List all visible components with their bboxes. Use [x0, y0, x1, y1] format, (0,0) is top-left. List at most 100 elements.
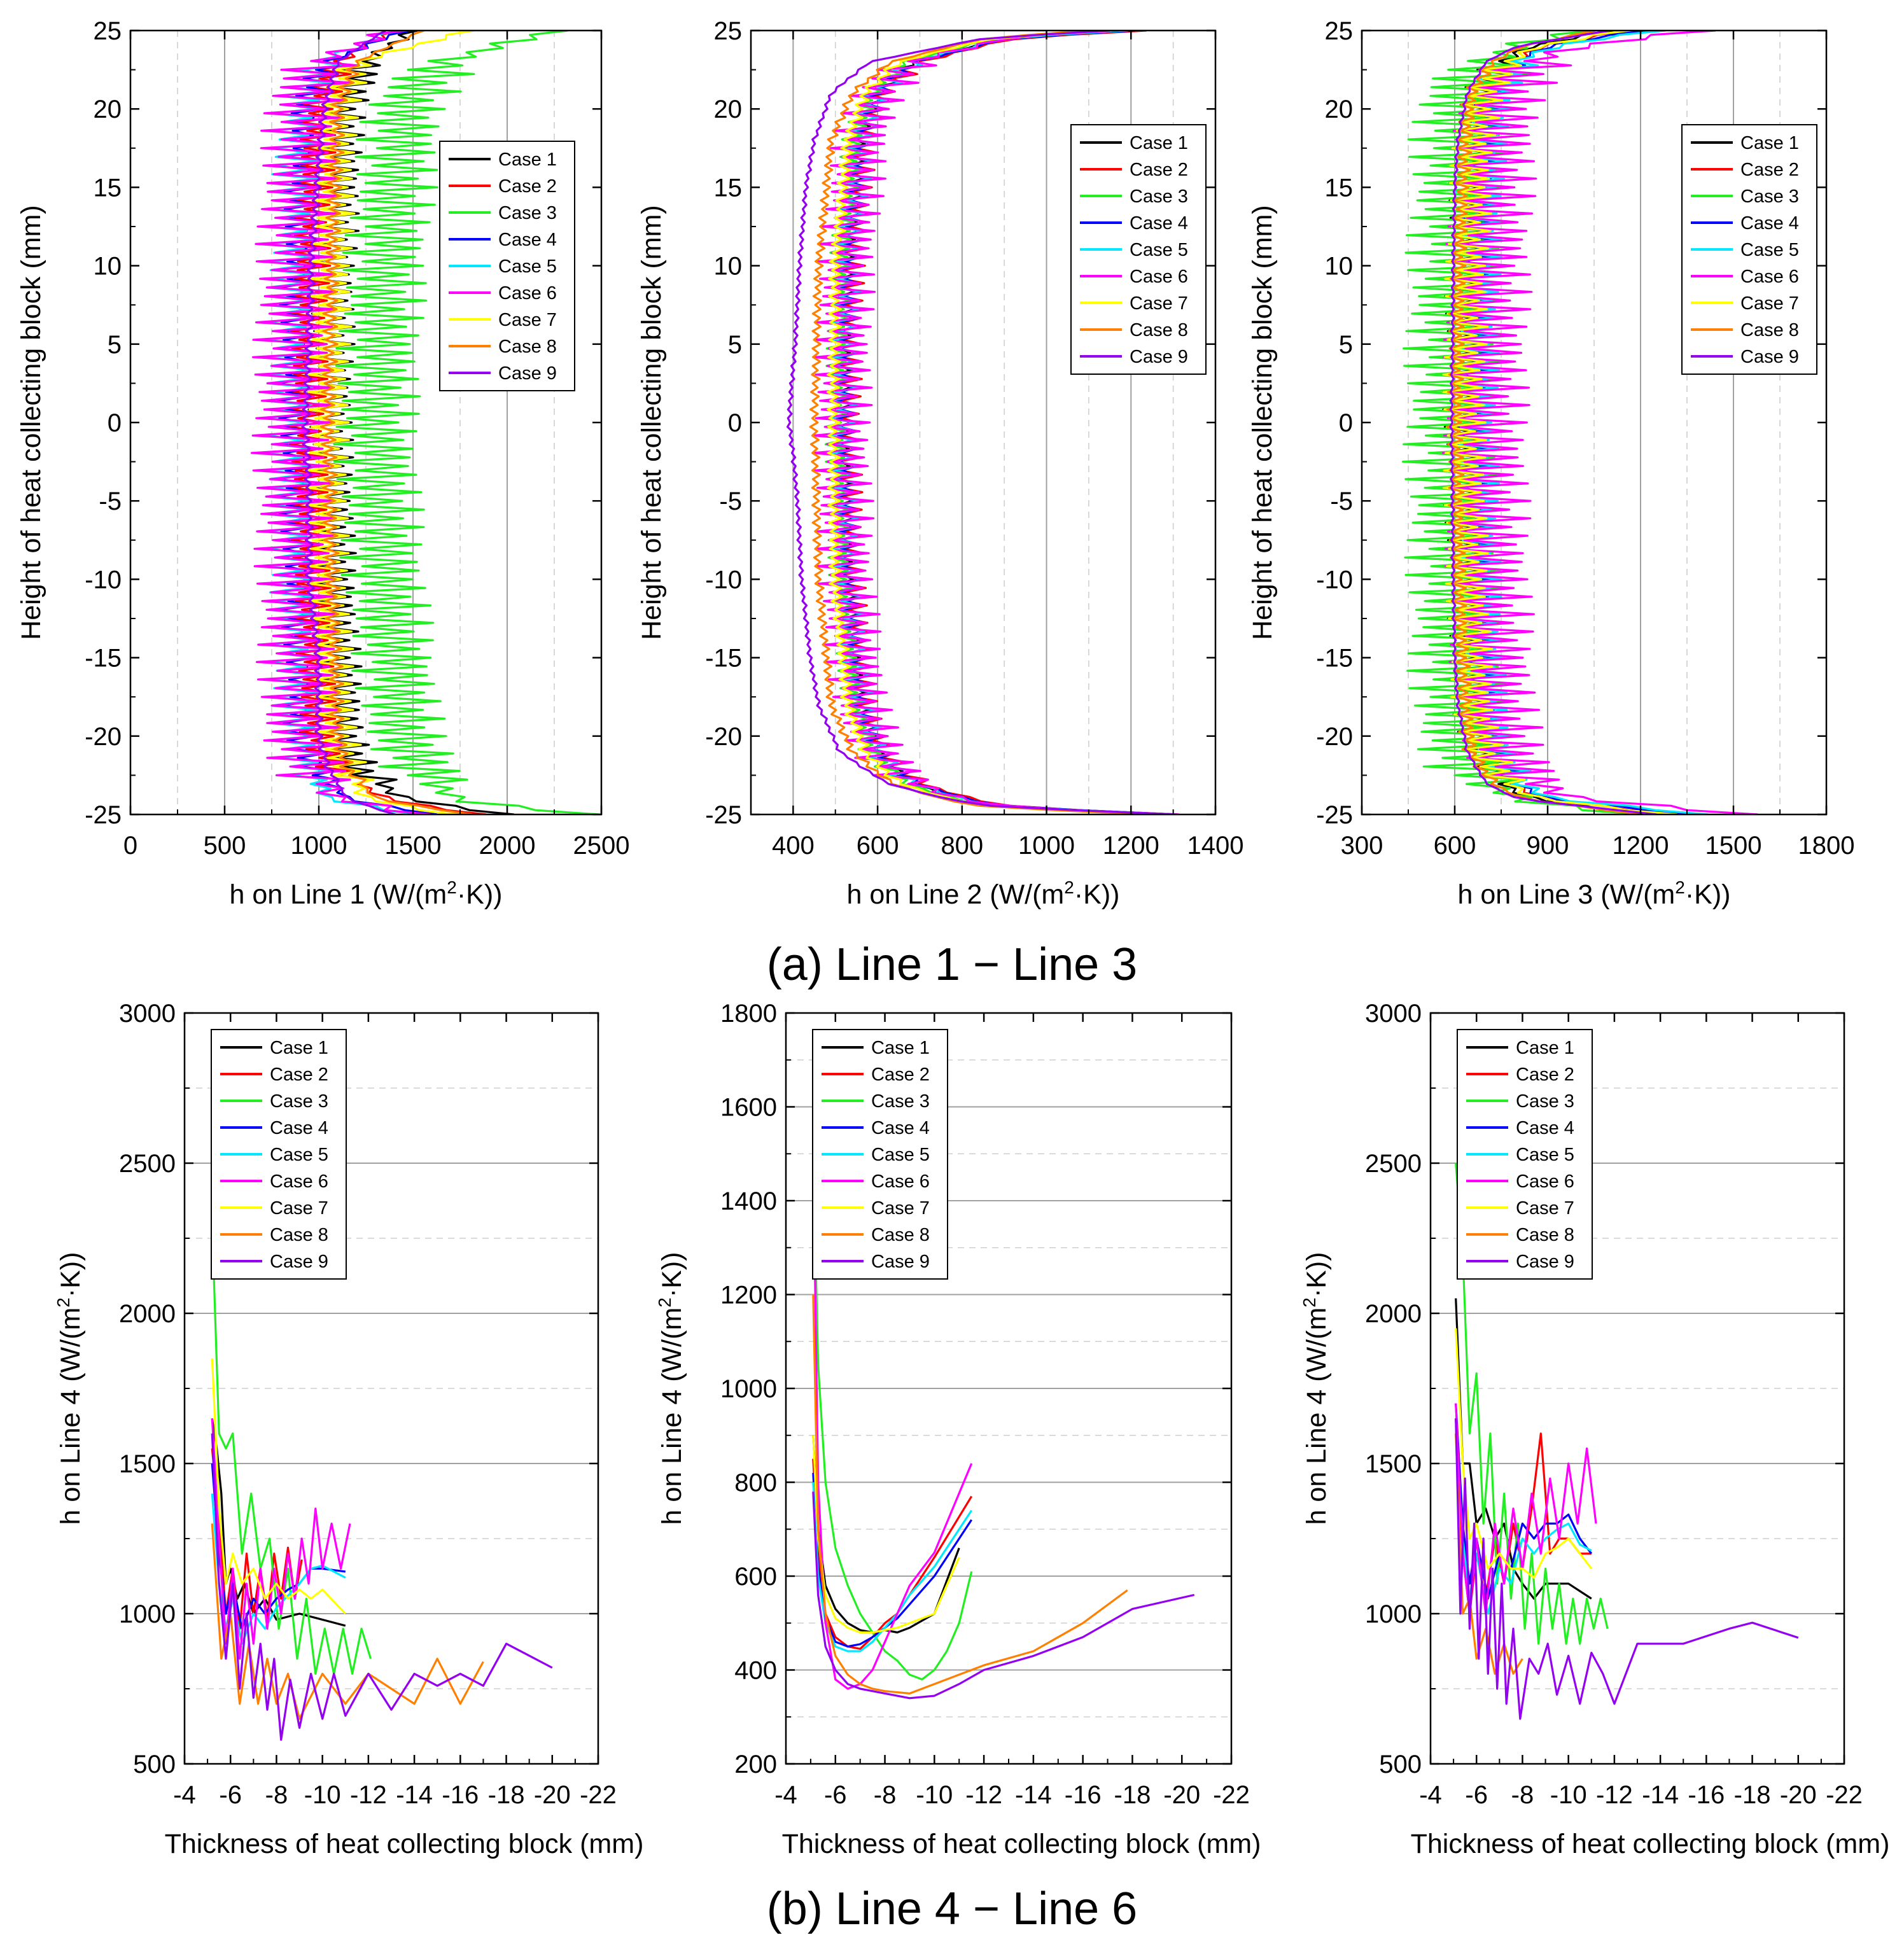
series-line-case-6: [211, 1418, 351, 1660]
x-tick-label: -22: [1213, 1781, 1250, 1809]
legend-label: Case 2: [1516, 1065, 1574, 1085]
y-tick-label: 0: [108, 409, 122, 437]
series-line-case-4: [1455, 1403, 1593, 1600]
series-line-case-9: [211, 1433, 553, 1741]
series-line-case-8: [1446, 31, 1644, 814]
legend-label: Case 1: [1516, 1038, 1574, 1058]
series-line-case-6: [811, 31, 1180, 814]
y-tick-label: -5: [719, 487, 742, 515]
ticks: 300 600 900 1200 1500 1800 -25 -20 -15 -10 -5 0 5 10 1…: [1316, 17, 1854, 860]
y-tick-label: -25: [705, 801, 742, 829]
y-tick-label: 1800: [720, 1000, 777, 1028]
x-tick-label: 1000: [291, 832, 347, 860]
y-tick-label: 2500: [1365, 1150, 1422, 1178]
chart-b2: -4 -6 -8 -10 -12 -14 -16 -18 -20 -22 200 400 600 800 1…: [655, 1000, 1261, 1859]
series-line-case-3: [211, 1223, 372, 1675]
series-group: [812, 1154, 1195, 1700]
x-axis-label: Thickness of heat collecting block (mm): [1411, 1829, 1890, 1859]
y-tick-label: 1000: [119, 1600, 176, 1628]
legend-label: Case 6: [1130, 267, 1188, 287]
y-tick-label: 10: [1325, 253, 1354, 281]
y-tick-label: -20: [1316, 723, 1353, 751]
x-axis-label: h on Line 3 (W/(m2·K)): [1458, 877, 1731, 910]
y-axis-label: Height of heat collecting block (mm): [16, 205, 46, 640]
y-tick-label: 10: [714, 253, 743, 281]
x-tick-label: 500: [204, 832, 246, 860]
x-tick-label: 2000: [479, 832, 536, 860]
x-tick-label: 1500: [385, 832, 442, 860]
legend-label: Case 7: [1740, 293, 1799, 314]
series-line-case-1: [307, 31, 514, 814]
legend-label: Case 6: [498, 283, 557, 304]
y-tick-label: 3000: [1365, 1000, 1422, 1028]
y-tick-label: 1200: [720, 1282, 777, 1310]
legend: Case 1 Case 2 Case 3 Case 4 Case 5 Case 6 Case…: [211, 1029, 347, 1280]
y-tick-label: 1400: [720, 1187, 777, 1215]
legend-label: Case 8: [1130, 320, 1188, 340]
series-line-case-3: [1455, 1163, 1609, 1645]
legend-label: Case 8: [270, 1225, 328, 1245]
series-line-case-7: [306, 31, 475, 814]
legend-box: [1681, 124, 1817, 375]
legend-label: Case 9: [1740, 347, 1799, 367]
chart-a2: 400 600 800 1000 1200 1400 -25 -20 -15 -10 -5 0 5 10 1…: [636, 17, 1243, 910]
x-tick-label: -20: [1780, 1781, 1817, 1809]
legend-label: Case 3: [1516, 1091, 1574, 1112]
x-tick-label: -18: [1114, 1781, 1151, 1809]
legend-label: Case 6: [871, 1171, 930, 1192]
series-line-case-6: [1441, 31, 1758, 814]
y-tick-label: 5: [728, 331, 742, 359]
x-tick-label: -4: [1419, 1781, 1442, 1809]
x-tick-label: 1500: [1705, 832, 1762, 860]
series-line-case-7: [812, 1435, 960, 1634]
y-tick-label: -5: [1330, 487, 1353, 515]
legend-label: Case 3: [498, 203, 557, 223]
legend-label: Case 2: [498, 176, 557, 197]
x-tick-label: 600: [1434, 832, 1476, 860]
legend: Case 1 Case 2 Case 3 Case 4 Case 5 Case 6 Case…: [1457, 1029, 1593, 1280]
x-tick-label: 1000: [1018, 832, 1075, 860]
y-tick-label: 15: [714, 174, 743, 202]
series-line-case-1: [812, 1435, 960, 1634]
legend-label: Case 7: [1516, 1198, 1574, 1219]
x-tick-label: -16: [1065, 1781, 1102, 1809]
series-line-case-3: [824, 31, 1169, 814]
legend-label: Case 1: [871, 1038, 930, 1058]
x-tick-label: -8: [265, 1781, 288, 1809]
y-tick-label: 0: [1339, 409, 1353, 437]
x-tick-label: -12: [1596, 1781, 1633, 1809]
x-tick-label: -16: [442, 1781, 479, 1809]
x-tick-label: -18: [1734, 1781, 1771, 1809]
legend-label: Case 4: [871, 1118, 930, 1138]
legend-label: Case 8: [1516, 1225, 1574, 1245]
x-axis-label: h on Line 1 (W/(m2·K)): [230, 877, 503, 910]
legend-label: Case 7: [270, 1198, 328, 1219]
x-tick-label: -12: [965, 1781, 1002, 1809]
legend-label: Case 9: [498, 363, 557, 384]
y-tick-label: -15: [1316, 645, 1353, 673]
x-axis-label: h on Line 2 (W/(m2·K)): [847, 877, 1120, 910]
x-tick-label: -10: [916, 1781, 953, 1809]
y-tick-label: 15: [1325, 174, 1354, 202]
x-tick-label: -4: [173, 1781, 196, 1809]
series-line-case-3: [333, 31, 600, 814]
legend-label: Case 5: [1516, 1145, 1574, 1165]
legend: Case 1 Case 2 Case 3 Case 4 Case 5 Case 6 Case…: [1681, 124, 1817, 375]
series-line-case-7: [826, 31, 1154, 814]
y-tick-label: 800: [734, 1469, 777, 1497]
y-tick-label: 20: [94, 95, 122, 123]
y-tick-label: 500: [1379, 1750, 1422, 1778]
y-tick-label: -5: [99, 487, 122, 515]
series-group: [1455, 1163, 1799, 1720]
legend-label: Case 2: [270, 1065, 328, 1085]
legend-label: Case 8: [1740, 320, 1799, 340]
series-line-case-3: [812, 1154, 973, 1680]
x-tick-label: 1200: [1613, 832, 1669, 860]
legend-label: Case 1: [1130, 133, 1188, 153]
x-tick-label: -12: [350, 1781, 387, 1809]
series-group: [211, 1223, 553, 1741]
x-tick-label: -18: [488, 1781, 525, 1809]
series-line-case-9: [1449, 31, 1657, 814]
legend-label: Case 4: [1130, 213, 1188, 234]
y-tick-label: -25: [1316, 801, 1353, 829]
